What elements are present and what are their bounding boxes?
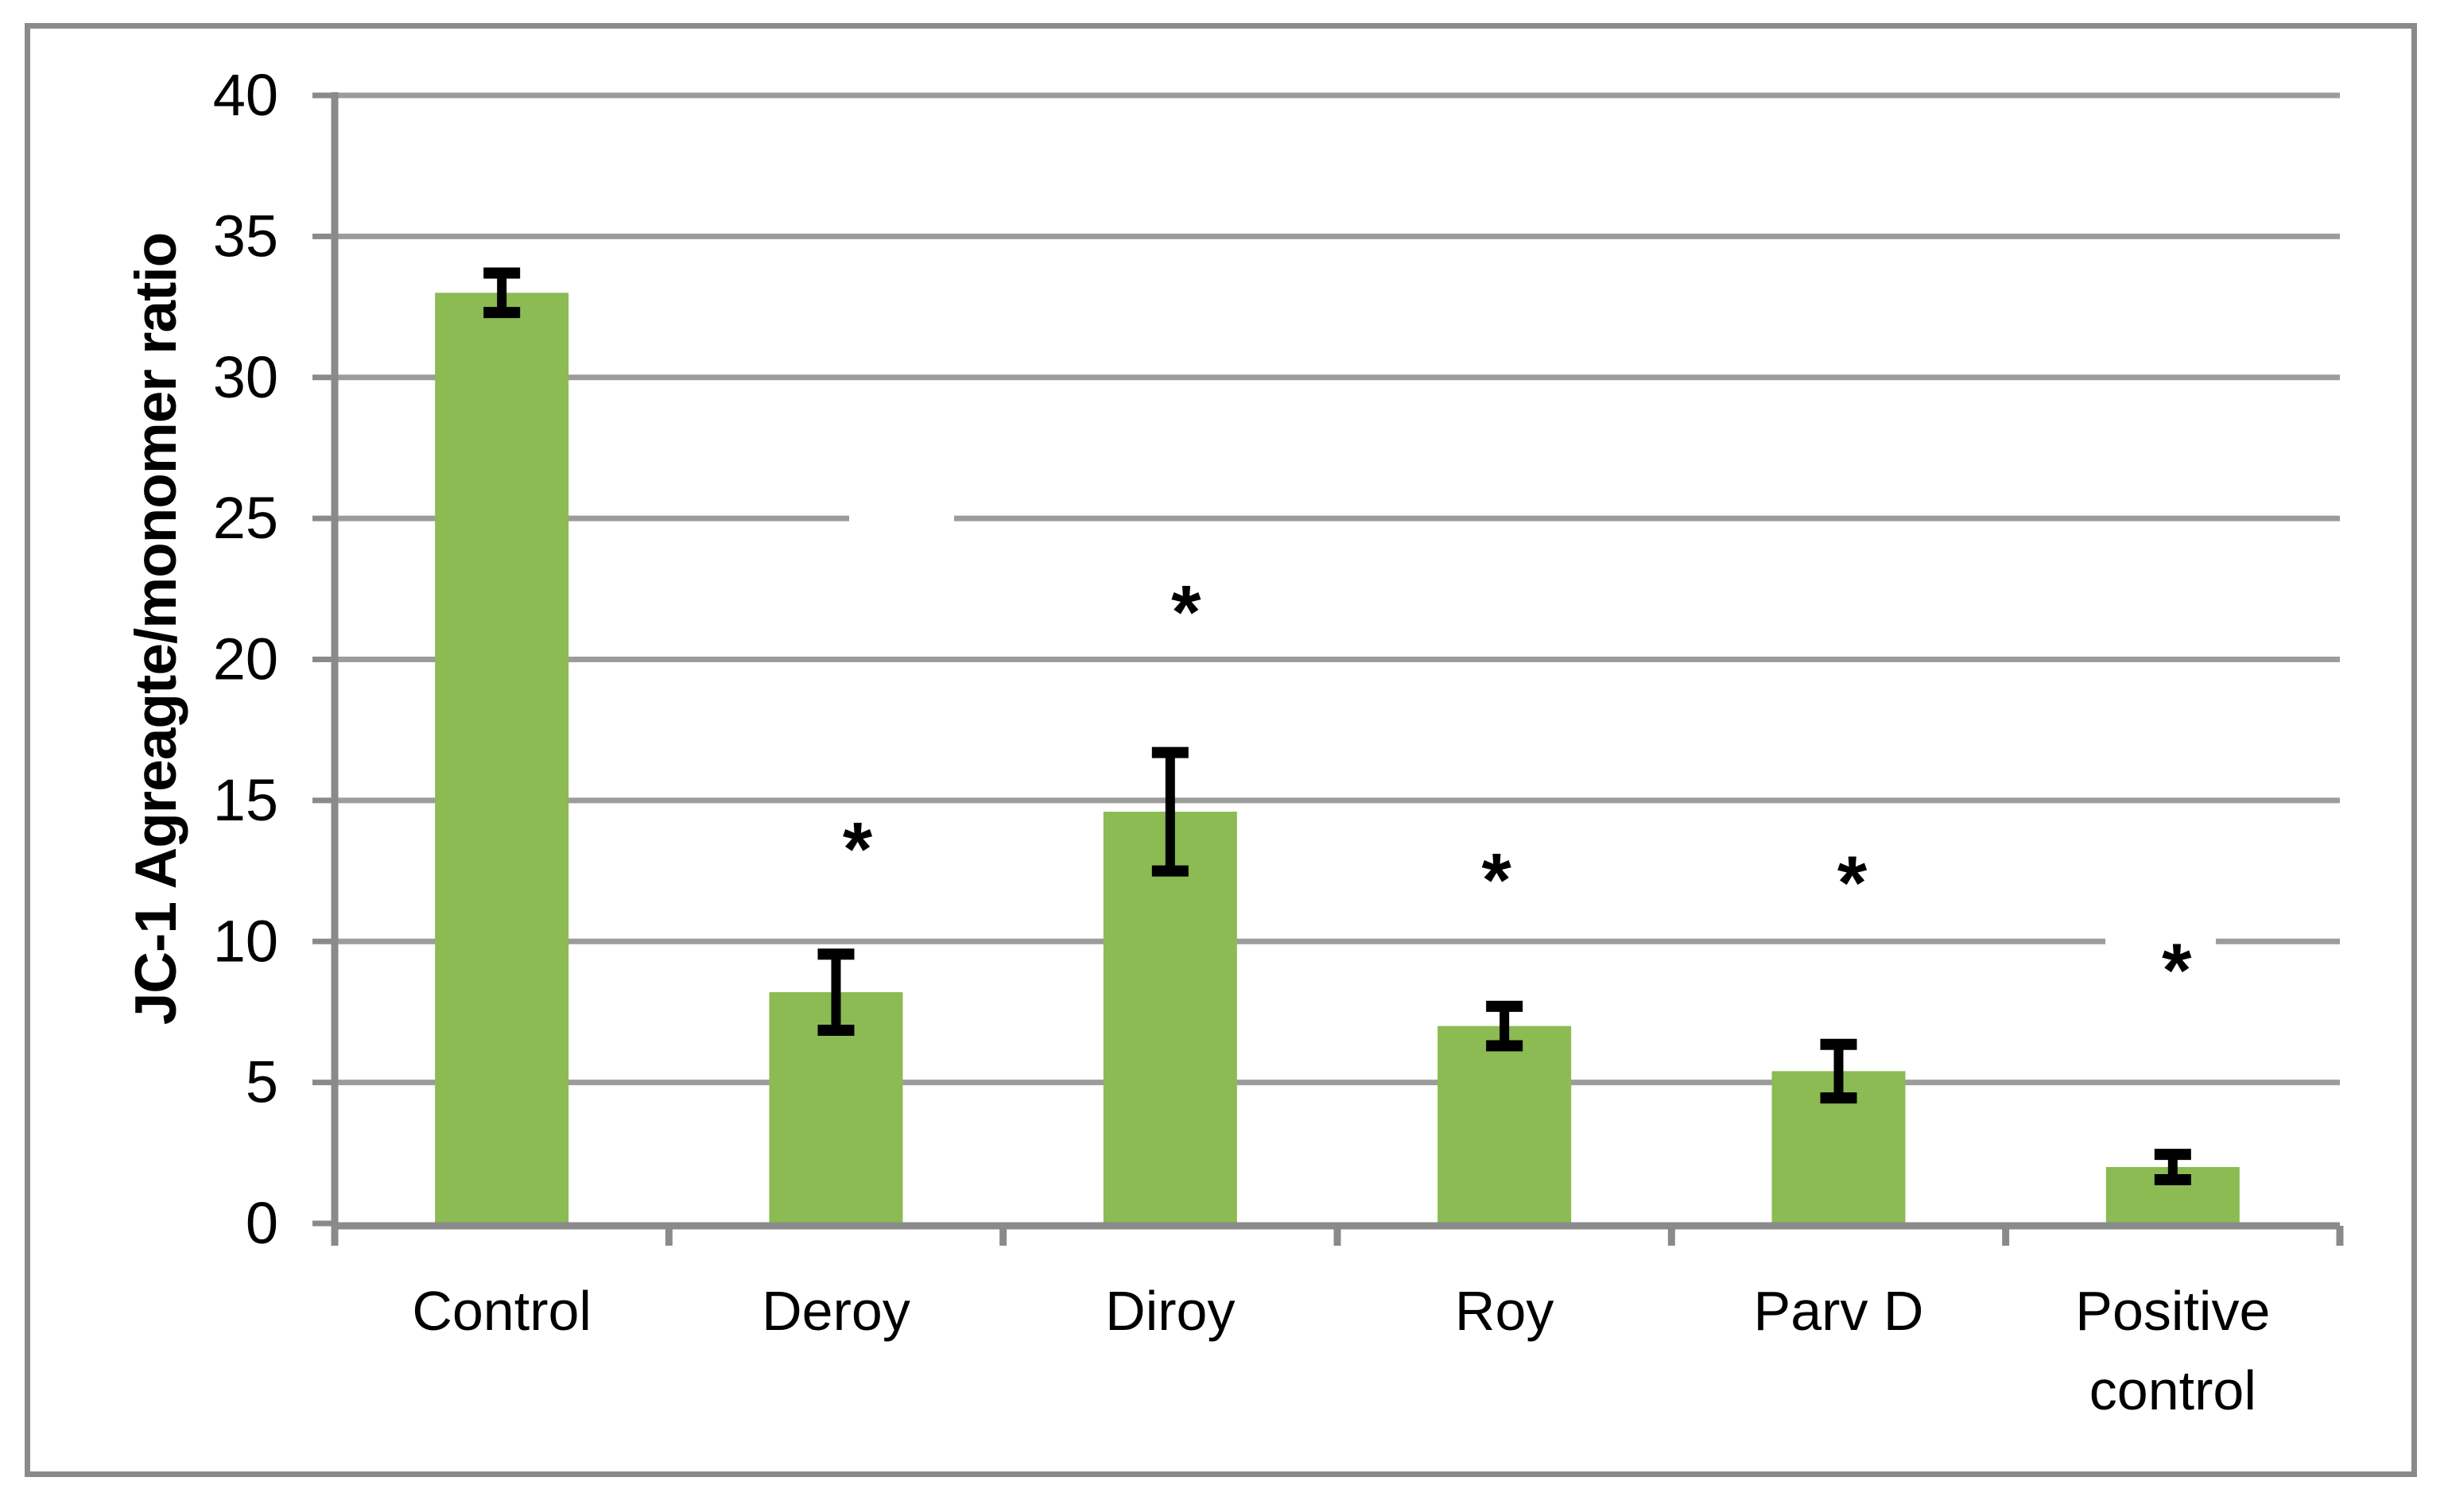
bar-control xyxy=(435,293,569,1224)
y-tick-label-35: 35 xyxy=(213,203,278,269)
significance-asterisk-diroy: * xyxy=(1171,570,1201,655)
x-category-label-positive-control-line2: control xyxy=(2089,1359,2256,1421)
x-category-label-parv-d: Parv D xyxy=(1754,1280,1924,1342)
y-tick-label-15: 15 xyxy=(213,767,278,833)
x-category-label-deroy: Deroy xyxy=(762,1280,910,1342)
significance-asterisk-deroy: * xyxy=(843,807,873,892)
y-tick-label-0: 0 xyxy=(246,1190,278,1256)
y-tick-label-10: 10 xyxy=(213,908,278,974)
significance-asterisk-positive-control: * xyxy=(2162,928,2192,1013)
chart-outer-border xyxy=(25,23,2417,1477)
x-category-label-roy: Roy xyxy=(1455,1280,1554,1342)
y-tick-label-40: 40 xyxy=(213,62,278,128)
bar-roy xyxy=(1437,1025,1572,1223)
x-category-label-diroy: Diroy xyxy=(1105,1280,1235,1342)
y-tick-label-25: 25 xyxy=(213,485,278,551)
y-tick-label-30: 30 xyxy=(213,344,278,410)
bar-diroy xyxy=(1103,812,1237,1223)
significance-asterisk-roy: * xyxy=(1481,838,1511,923)
significance-asterisk-parv-d: * xyxy=(1837,840,1868,925)
y-tick-label-5: 5 xyxy=(246,1049,278,1115)
x-category-label-positive-control-line1: Positive xyxy=(2075,1280,2270,1342)
y-tick-label-20: 20 xyxy=(213,626,278,692)
x-category-label-control: Control xyxy=(412,1280,592,1342)
